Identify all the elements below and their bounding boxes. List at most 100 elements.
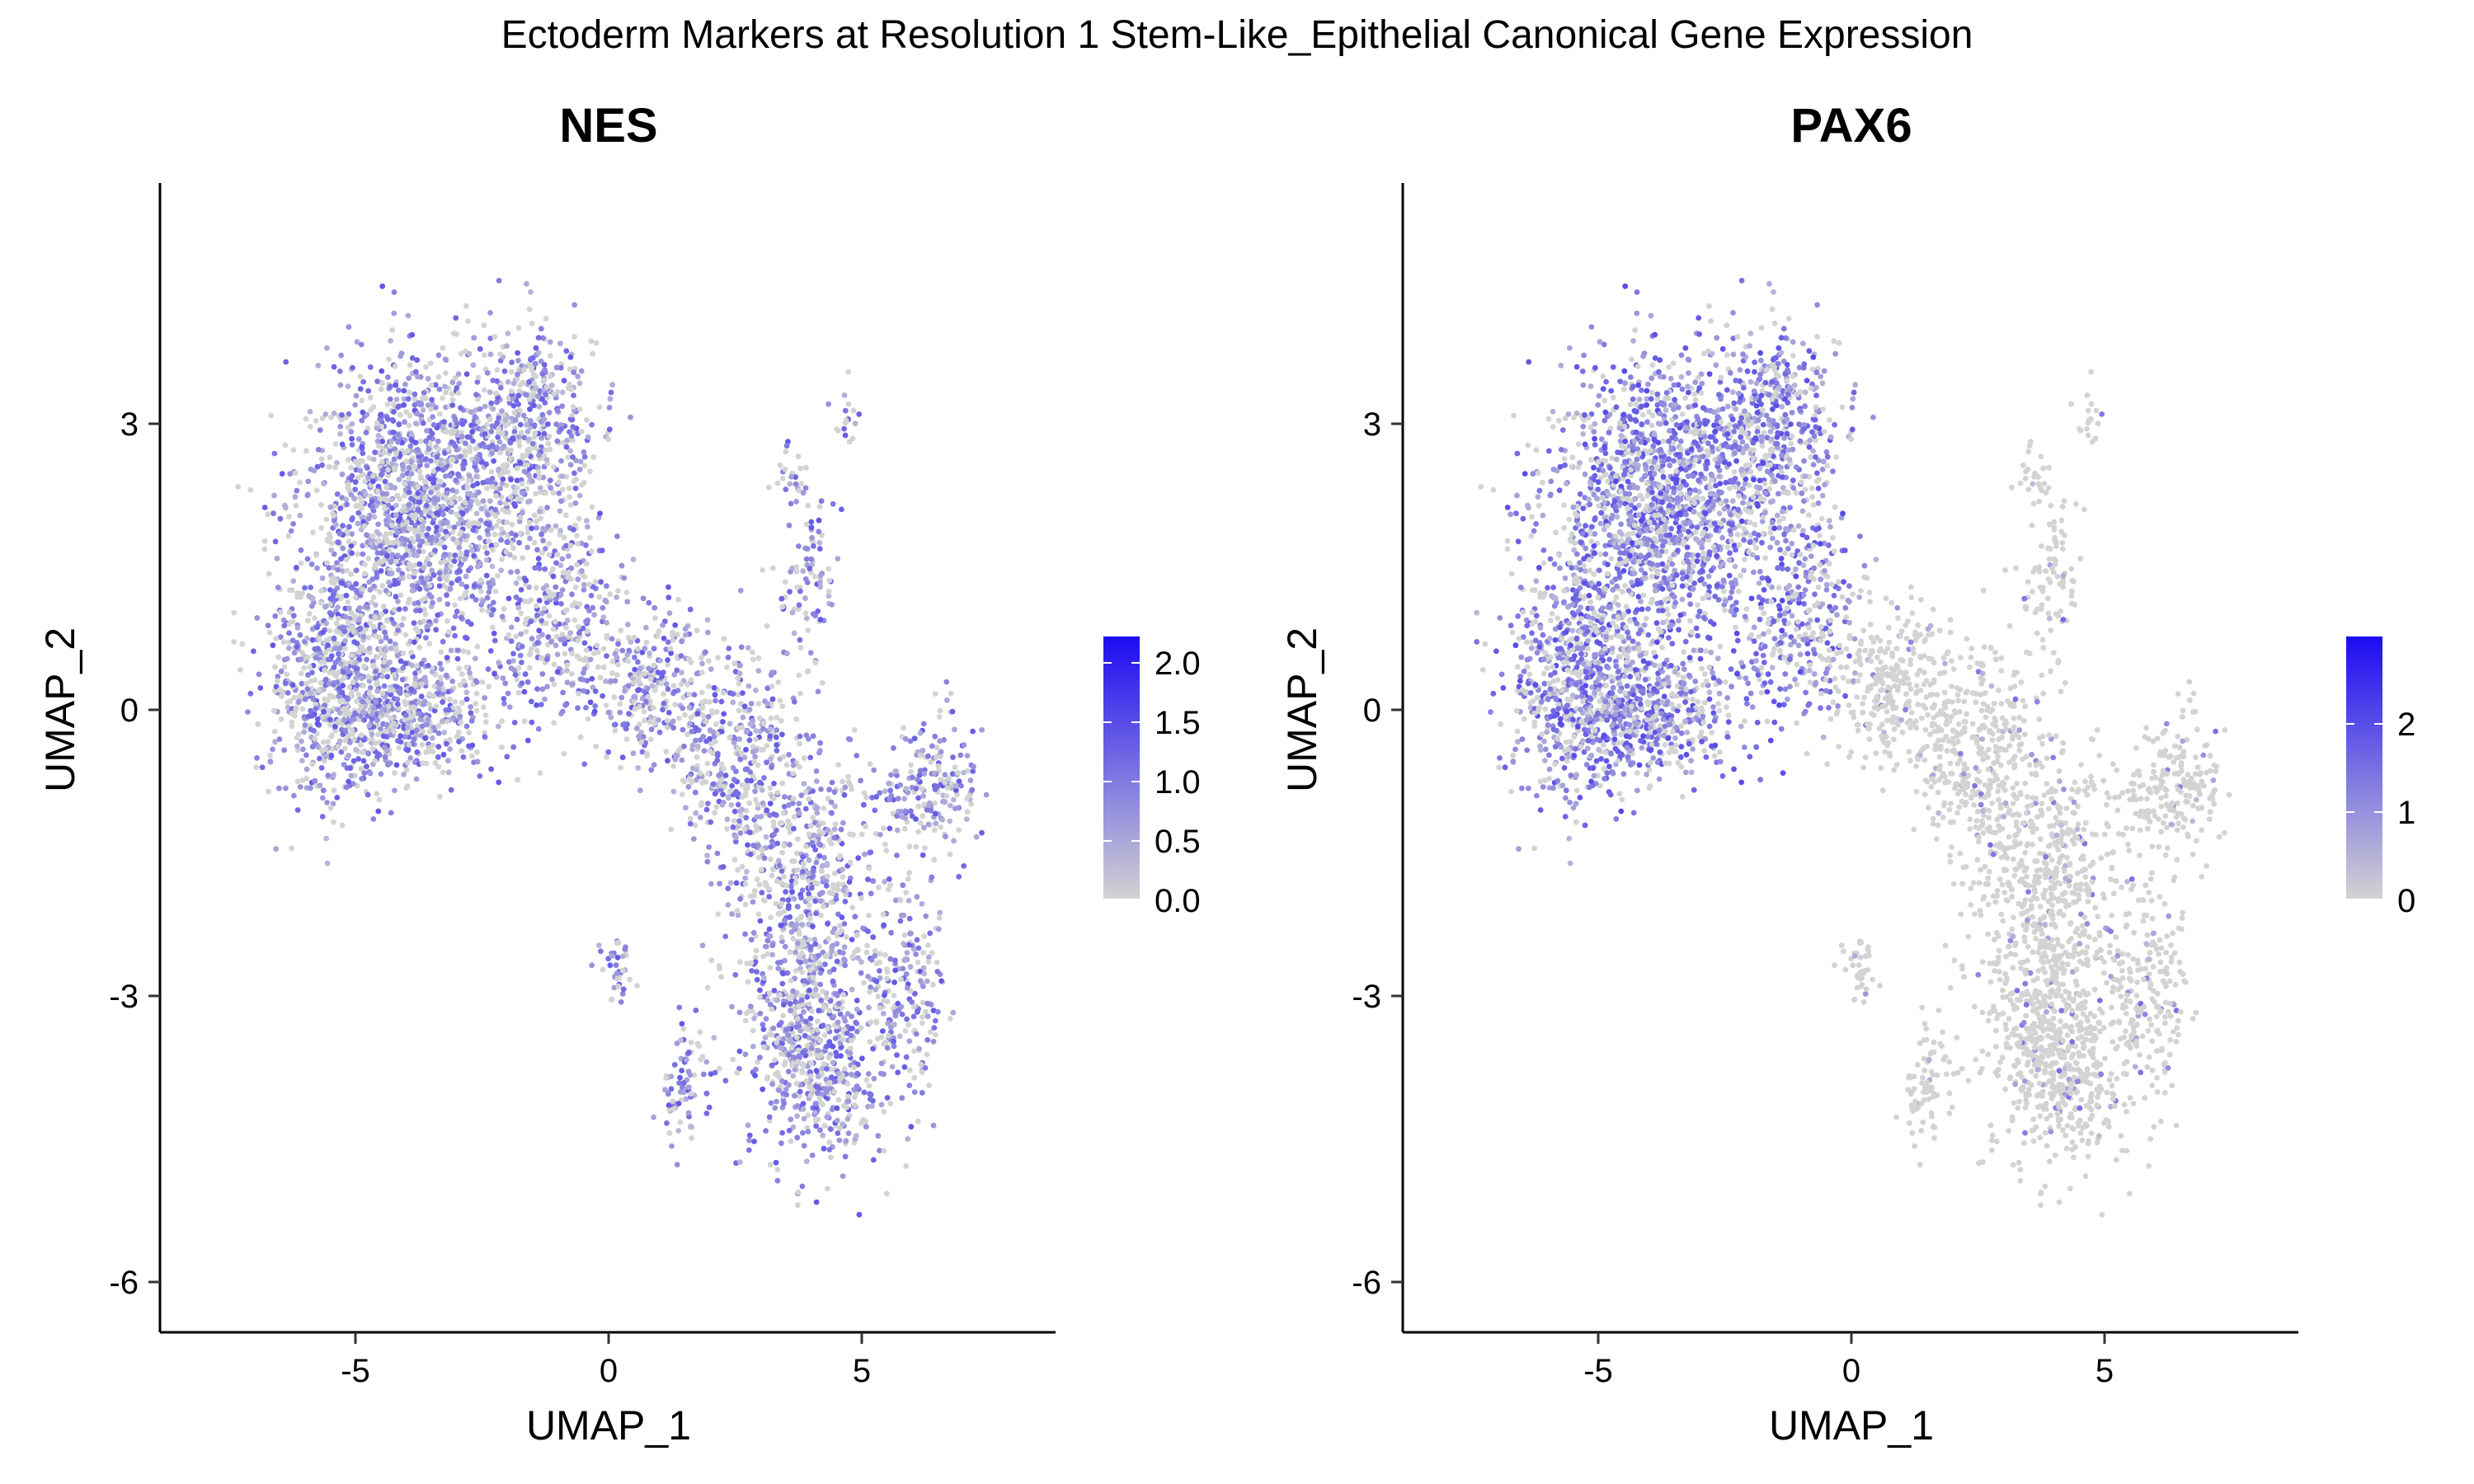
cell-point [402, 381, 408, 387]
cell-point [617, 709, 623, 716]
cell-point [837, 929, 843, 936]
cell-point [369, 533, 376, 539]
cell-point [764, 759, 769, 766]
cell-point [797, 960, 804, 965]
cell-point [715, 655, 721, 661]
cell-point [730, 824, 736, 830]
cell-point [543, 384, 550, 391]
cell-point [595, 649, 601, 655]
cell-point [400, 472, 406, 478]
cell-point [647, 719, 653, 726]
cell-point [749, 968, 755, 974]
cell-point [386, 580, 392, 585]
cell-point [588, 593, 595, 599]
cell-point [328, 612, 335, 618]
cell-point [422, 485, 428, 491]
cell-point [419, 681, 425, 688]
cell-point [517, 530, 524, 537]
cell-point [396, 387, 402, 393]
cell-point [787, 949, 793, 956]
cell-point [661, 636, 667, 641]
cell-point [433, 618, 439, 624]
cell-point [807, 754, 814, 761]
cell-point [576, 601, 583, 607]
cell-point [589, 504, 595, 510]
cell-point [546, 410, 553, 416]
cell-point [546, 613, 553, 619]
cell-point [345, 599, 351, 605]
cell-point [720, 719, 726, 725]
cell-point [747, 851, 754, 857]
cell-point [591, 708, 598, 715]
cell-point [574, 541, 581, 547]
cell-point [760, 800, 766, 806]
cell-point [559, 473, 566, 479]
cell-point [618, 562, 625, 569]
cell-point [362, 478, 368, 485]
cell-point [842, 784, 849, 791]
cell-point [473, 707, 480, 714]
cell-point [666, 594, 672, 601]
cell-point [293, 502, 299, 509]
cell-point [408, 650, 414, 655]
cell-point [438, 666, 444, 672]
cell-point [394, 529, 401, 536]
cell-point [497, 486, 503, 491]
cell-point [324, 860, 331, 866]
cell-point [830, 882, 836, 888]
cell-point [515, 604, 522, 611]
cell-point [379, 368, 385, 374]
cell-point [563, 348, 570, 355]
cell-point [302, 585, 308, 591]
cell-point [438, 649, 444, 655]
cell-point [314, 721, 321, 727]
cell-point [809, 1008, 815, 1014]
cell-point [374, 654, 381, 660]
cell-point [389, 667, 396, 673]
cell-point [294, 743, 300, 749]
cell-point [387, 660, 393, 665]
cell-point [534, 702, 539, 708]
cell-point [393, 450, 399, 457]
cell-point [761, 855, 768, 862]
cell-point [721, 711, 727, 717]
cell-point [237, 667, 243, 673]
cell-point [506, 552, 513, 558]
cell-point [769, 1006, 774, 1012]
cell-point [823, 883, 830, 889]
cell-point [254, 615, 261, 621]
cell-point [412, 512, 419, 518]
cell-point [569, 681, 576, 688]
cell-point [698, 800, 705, 806]
cell-point [536, 598, 543, 603]
cell-point [365, 465, 370, 471]
cell-point [844, 934, 849, 940]
cell-point [657, 657, 663, 664]
cell-point [378, 568, 384, 574]
cell-point [534, 647, 540, 654]
cell-point [806, 871, 811, 876]
cell-point [742, 875, 749, 881]
cell-point [346, 324, 352, 330]
cell-point [443, 389, 449, 396]
cell-point [336, 698, 343, 705]
cell-point [393, 397, 400, 402]
cell-point [415, 527, 421, 533]
cell-point [863, 823, 868, 829]
cell-point [465, 567, 472, 574]
cell-point [535, 726, 542, 732]
cell-point [476, 489, 482, 495]
cell-point [780, 754, 787, 760]
cell-point [687, 721, 693, 726]
cell-point [626, 711, 632, 717]
cell-point [750, 749, 756, 755]
cell-point [520, 555, 526, 561]
cell-point [596, 594, 603, 600]
cell-point [475, 500, 481, 506]
cell-point [496, 472, 503, 478]
cell-point [313, 706, 319, 711]
cell-point [736, 818, 742, 824]
cell-point [772, 1105, 778, 1111]
cell-point [743, 815, 750, 821]
cell-point [779, 703, 786, 710]
